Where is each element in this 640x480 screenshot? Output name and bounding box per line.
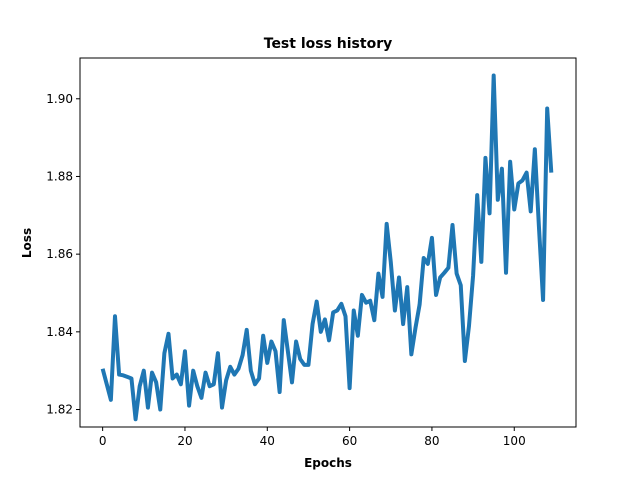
x-axis-label: Epochs [304, 456, 352, 470]
x-tick-label: 60 [342, 434, 357, 448]
y-tick-label: 1.90 [46, 92, 73, 106]
x-tick-label: 0 [99, 434, 107, 448]
x-tick-label: 20 [177, 434, 192, 448]
y-tick-label: 1.82 [46, 403, 73, 417]
y-tick-label: 1.88 [46, 169, 73, 183]
chart-title: Test loss history [264, 36, 392, 52]
x-tick-label: 40 [260, 434, 275, 448]
x-tick-label: 100 [503, 434, 526, 448]
y-axis-label: Loss [20, 228, 34, 258]
y-tick-label: 1.86 [46, 247, 73, 261]
y-tick-label: 1.84 [46, 325, 73, 339]
x-tick-label: 80 [424, 434, 439, 448]
